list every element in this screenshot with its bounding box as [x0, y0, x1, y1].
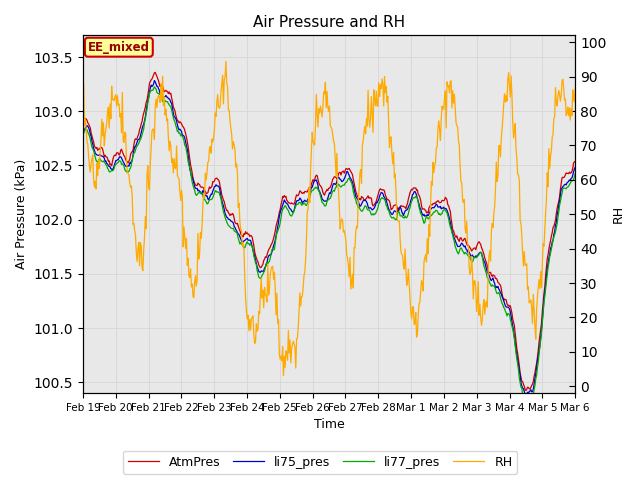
RH: [451, 105, 459, 111]
Text: EE_mixed: EE_mixed: [88, 41, 150, 54]
Line: RH: RH: [83, 61, 575, 375]
RH: [371, 96, 378, 102]
X-axis label: Time: Time: [314, 419, 344, 432]
RH: [222, 59, 230, 64]
li77_pres: [207, 197, 214, 203]
li75_pres: [167, 99, 175, 105]
RH: [166, 138, 174, 144]
Line: AtmPres: AtmPres: [83, 72, 575, 391]
RH: [79, 83, 87, 88]
li75_pres: [370, 206, 378, 212]
li75_pres: [522, 392, 530, 397]
AtmPres: [572, 158, 579, 164]
Title: Air Pressure and RH: Air Pressure and RH: [253, 15, 405, 30]
li77_pres: [79, 132, 87, 137]
AtmPres: [303, 189, 310, 195]
Y-axis label: RH: RH: [612, 205, 625, 223]
li75_pres: [79, 126, 87, 132]
AtmPres: [207, 185, 214, 191]
AtmPres: [79, 116, 87, 121]
li75_pres: [408, 192, 416, 198]
AtmPres: [167, 91, 175, 96]
AtmPres: [408, 187, 416, 193]
li75_pres: [150, 78, 158, 84]
Y-axis label: Air Pressure (kPa): Air Pressure (kPa): [15, 159, 28, 269]
li77_pres: [370, 212, 378, 218]
li77_pres: [522, 397, 530, 403]
RH: [410, 304, 417, 310]
li75_pres: [451, 235, 458, 241]
RH: [303, 209, 311, 215]
AtmPres: [370, 202, 378, 208]
li77_pres: [303, 203, 310, 208]
li77_pres: [451, 239, 458, 245]
Line: li75_pres: li75_pres: [83, 81, 575, 395]
li77_pres: [408, 196, 416, 202]
AtmPres: [522, 388, 530, 394]
Line: li77_pres: li77_pres: [83, 87, 575, 400]
RH: [280, 372, 287, 378]
li77_pres: [167, 104, 175, 110]
li75_pres: [207, 193, 214, 199]
li77_pres: [150, 84, 158, 90]
RH: [572, 85, 579, 91]
AtmPres: [152, 70, 159, 75]
li75_pres: [303, 198, 310, 204]
li77_pres: [572, 171, 579, 177]
AtmPres: [451, 231, 458, 237]
RH: [205, 145, 213, 151]
li75_pres: [572, 165, 579, 170]
Legend: AtmPres, li75_pres, li77_pres, RH: AtmPres, li75_pres, li77_pres, RH: [123, 451, 517, 474]
